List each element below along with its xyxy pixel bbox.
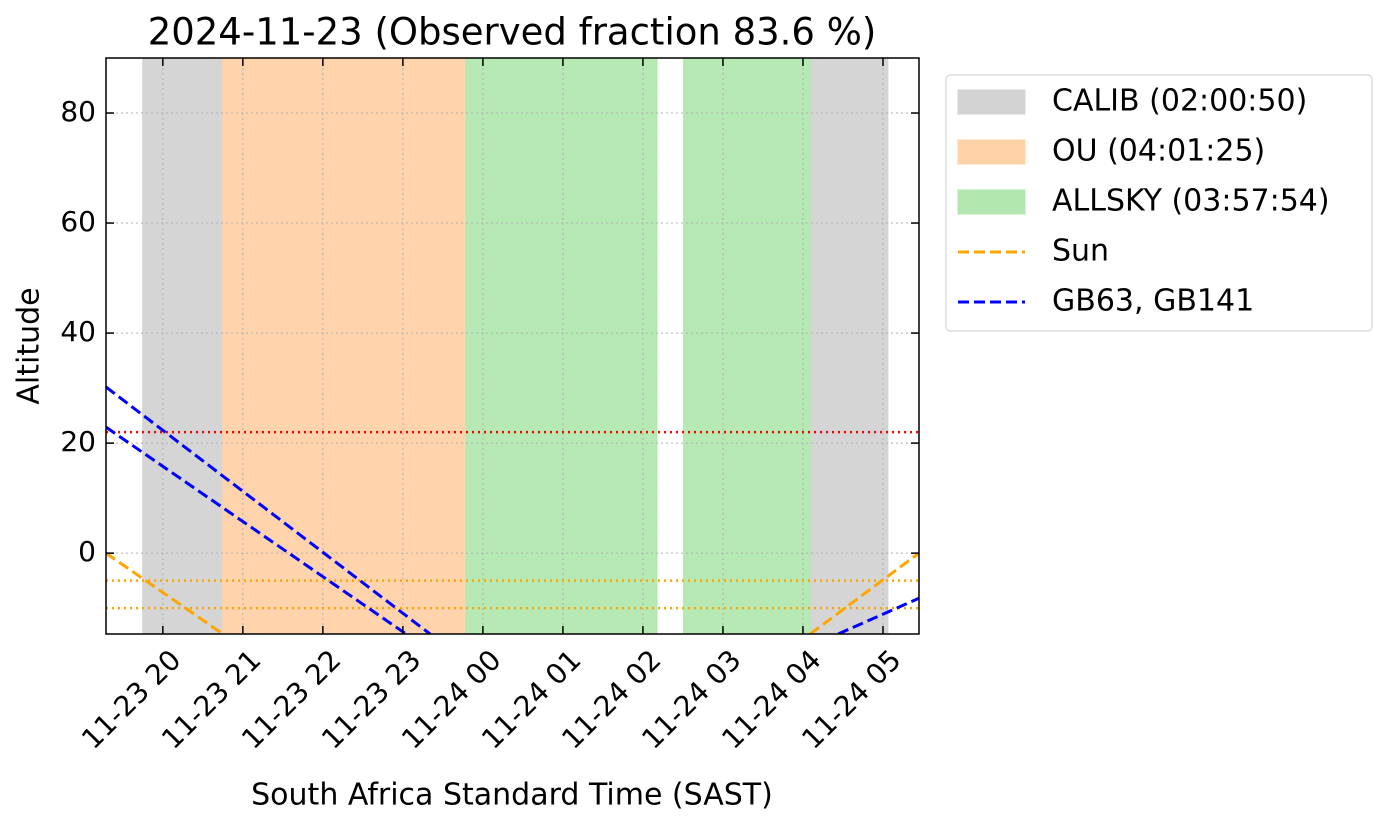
y-tick-label: 20 [60, 425, 96, 458]
chart-title: 2024-11-23 (Observed fraction 83.6 %) [148, 11, 877, 54]
y-tick-label: 60 [60, 205, 96, 238]
y-tick-label: 80 [60, 95, 96, 128]
legend-label: CALIB (02:00:50) [1052, 84, 1307, 119]
y-tick-label: 0 [78, 535, 96, 568]
span [465, 58, 658, 634]
legend-label: GB63, GB141 [1052, 284, 1254, 319]
span [142, 58, 224, 634]
y-axis-label: Altitude [12, 287, 47, 404]
legend-swatch [957, 139, 1026, 165]
legend-swatch [957, 89, 1026, 115]
y-tick-label: 40 [60, 315, 96, 348]
series-line [106, 385, 919, 634]
legend-label: Sun [1052, 234, 1109, 269]
legend-swatch [957, 189, 1026, 215]
span [683, 58, 811, 634]
plot-frame [105, 57, 920, 635]
span [809, 58, 889, 634]
series-line [106, 551, 919, 634]
x-axis-label: South Africa Standard Time (SAST) [251, 778, 773, 813]
legend-box [945, 74, 1373, 332]
legend-label: ALLSKY (03:57:54) [1052, 184, 1330, 219]
span [222, 58, 467, 634]
legend-label: OU (04:01:25) [1052, 134, 1265, 169]
